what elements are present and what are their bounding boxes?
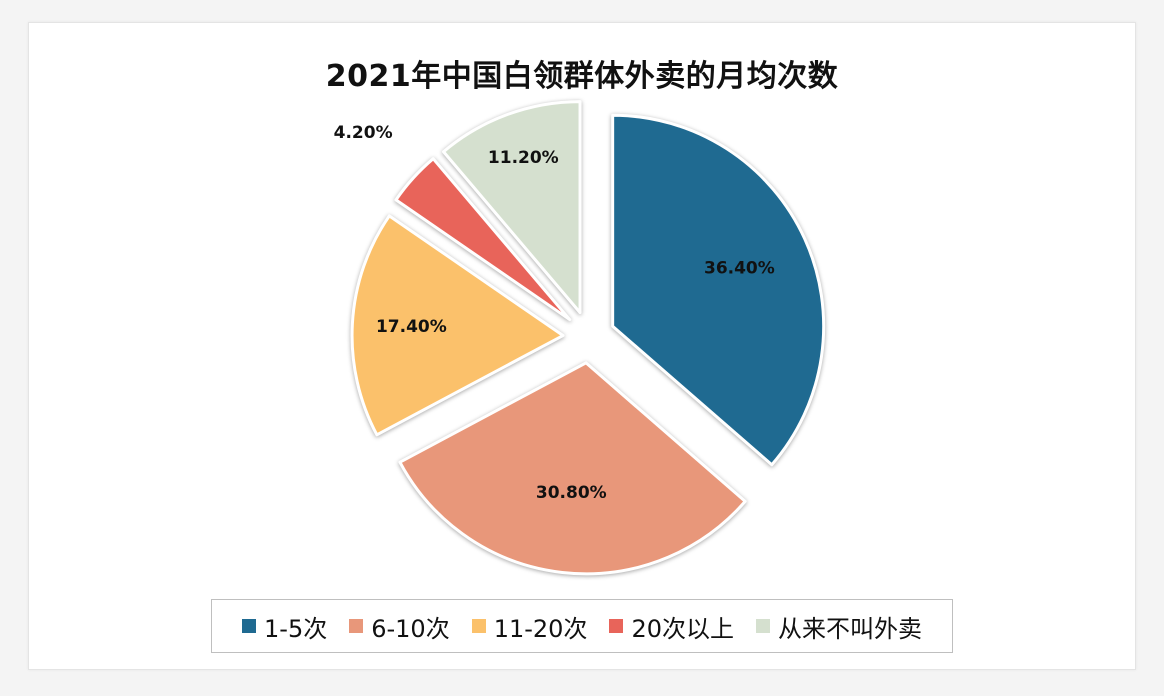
legend-label: 20次以上	[631, 614, 734, 643]
legend-label: 从来不叫外卖	[777, 614, 922, 643]
slice-data-label-2: 30.80%	[536, 483, 607, 503]
legend-label: 11-20次	[493, 614, 588, 643]
slice-data-label-3: 17.40%	[376, 317, 447, 337]
legend-swatch	[349, 619, 364, 633]
pie-slice-1	[611, 113, 826, 467]
pie-slice-3	[350, 214, 565, 437]
legend-swatch	[609, 619, 624, 633]
legend-swatch	[471, 619, 486, 633]
slice-data-label-5: 11.20%	[488, 148, 559, 168]
pie-slice-4	[394, 157, 572, 322]
chart-frame: 2021年中国白领群体外卖的月均次数 36.40% 30.80% 17.40% 4.2…	[28, 22, 1136, 670]
legend-item-5: 从来不叫外卖	[755, 609, 922, 644]
legend-item-2: 6-10次	[349, 609, 450, 644]
slice-data-label-4: 4.20%	[334, 123, 393, 143]
legend-item-4: 20次以上	[609, 609, 734, 644]
legend-swatch	[755, 619, 770, 633]
pie-slice-5	[442, 100, 582, 315]
legend-swatch	[242, 619, 257, 633]
legend-label: 6-10次	[371, 614, 450, 643]
slice-data-label-1: 36.40%	[704, 259, 775, 279]
legend-label: 1-5次	[264, 614, 328, 643]
pie-slice-2	[398, 361, 747, 576]
chart-title: 2021年中国白领群体外卖的月均次数	[325, 59, 839, 94]
legend-item-3: 11-20次	[471, 609, 588, 644]
chart-legend: 1-5次 6-10次 11-20次 20次以上 从来不叫外卖	[211, 599, 953, 653]
pie-chart: 36.40% 30.80% 17.40% 4.20% 11.20%	[334, 100, 826, 576]
legend-item-1: 1-5次	[242, 609, 327, 644]
